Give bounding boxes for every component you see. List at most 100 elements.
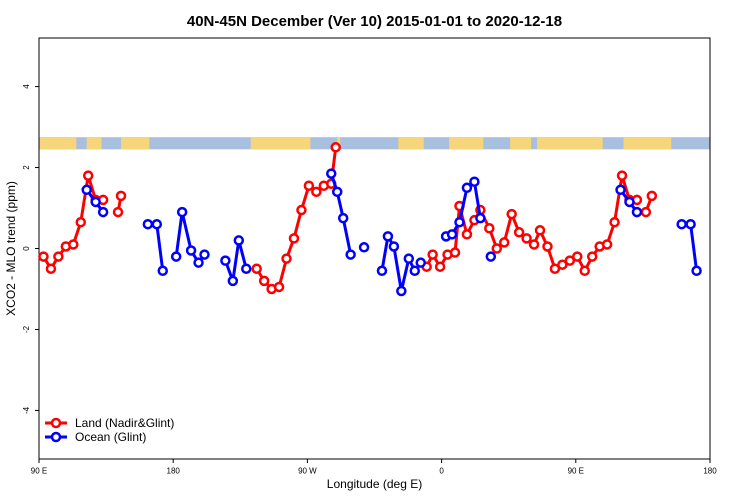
data-point: [258, 275, 270, 287]
y-axis-label: XCO2 - MLO trend (ppm): [4, 181, 18, 316]
series-line: [329, 173, 353, 255]
y-tick-label: 4: [22, 84, 31, 89]
series-line: [42, 174, 104, 271]
data-point: [557, 259, 568, 270]
data-point: [115, 190, 127, 202]
legend-label-land: Land (Nadir&Glint): [75, 416, 174, 430]
data-point: [446, 229, 458, 240]
land-strip-segment: [398, 137, 424, 150]
data-point: [331, 186, 343, 198]
data-point: [564, 255, 576, 266]
data-point: [640, 206, 652, 218]
data-point: [241, 263, 252, 274]
legend-marker-ocean: [50, 431, 62, 443]
data-point: [484, 223, 495, 234]
series-ocean: [81, 168, 702, 297]
x-tick-label: 90 W: [298, 467, 317, 476]
data-point: [296, 204, 307, 216]
x-tick-label: 0: [439, 467, 444, 476]
data-point: [151, 218, 163, 230]
land-strip-segment: [86, 137, 102, 150]
data-point: [90, 196, 101, 208]
data-point: [475, 212, 486, 224]
data-point: [376, 265, 388, 277]
data-point: [170, 251, 182, 262]
data-point: [549, 263, 561, 274]
data-point: [449, 247, 461, 258]
data-point: [142, 218, 154, 230]
data-point: [601, 239, 613, 250]
data-point: [454, 216, 465, 228]
land-ocean-strip: [39, 137, 710, 150]
land-strip-segment: [510, 137, 532, 150]
x-axis-label: Longitude (deg E): [327, 477, 422, 491]
data-point: [498, 237, 510, 248]
data-point: [586, 251, 598, 262]
data-point: [403, 253, 415, 264]
data-point: [572, 251, 583, 262]
data-point: [97, 206, 109, 218]
data-point: [382, 231, 394, 242]
data-point: [273, 281, 285, 293]
data-point: [185, 245, 197, 256]
data-point: [542, 241, 553, 252]
series-layer: [38, 142, 702, 297]
data-point: [157, 265, 169, 277]
data-point: [676, 218, 687, 230]
data-point: [251, 263, 262, 274]
data-point: [609, 216, 620, 228]
data-point: [415, 257, 426, 268]
data-point: [615, 184, 626, 196]
data-point: [199, 249, 210, 260]
x-tick-label: 180: [703, 467, 717, 476]
legend: Land (Nadir&Glint) Ocean (Glint): [45, 416, 174, 444]
data-point: [227, 275, 239, 287]
series-line: [380, 234, 422, 293]
data-point: [326, 168, 337, 179]
y-tick-label: -2: [22, 325, 31, 333]
data-point: [68, 239, 79, 250]
series-line: [223, 238, 248, 283]
data-point: [521, 233, 532, 244]
data-point: [281, 253, 292, 264]
data-point: [112, 206, 124, 218]
land-strip-segment: [537, 137, 603, 150]
data-point: [38, 251, 49, 262]
axes: 90 E 180 90 W 0 90 E 180 -4 -2 0 2 4: [22, 84, 717, 476]
x-tick-label: 180: [167, 467, 181, 476]
chart-title: 40N-45N December (Ver 10) 2015-01-01 to …: [187, 13, 562, 30]
data-point: [82, 170, 94, 181]
y-tick-label: 0: [22, 246, 31, 251]
data-point: [193, 257, 204, 268]
y-tick-label: -4: [22, 406, 31, 414]
land-strip-segment: [39, 137, 77, 150]
land-strip-segment: [449, 137, 484, 150]
data-point: [427, 249, 438, 260]
data-point: [337, 212, 349, 224]
data-point: [311, 186, 322, 198]
series-line: [255, 147, 338, 291]
land-strip-segment: [121, 137, 150, 150]
data-point: [45, 263, 57, 274]
data-point: [624, 196, 635, 208]
data-point: [388, 241, 400, 252]
data-point: [53, 251, 64, 262]
series-line: [681, 222, 699, 271]
land-strip-segment: [623, 137, 672, 150]
x-tick-label: 90 E: [568, 467, 584, 476]
data-point: [534, 225, 546, 236]
data-point: [485, 251, 497, 262]
data-point: [528, 239, 540, 250]
data-point: [616, 170, 628, 181]
data-point: [233, 235, 245, 246]
data-point: [81, 184, 92, 196]
data-point: [288, 233, 300, 244]
data-point: [358, 242, 370, 253]
legend-marker-land: [50, 417, 62, 429]
data-point: [176, 206, 188, 218]
data-point: [409, 265, 421, 277]
data-point: [461, 182, 473, 194]
data-point: [491, 243, 503, 254]
data-point: [506, 208, 517, 220]
